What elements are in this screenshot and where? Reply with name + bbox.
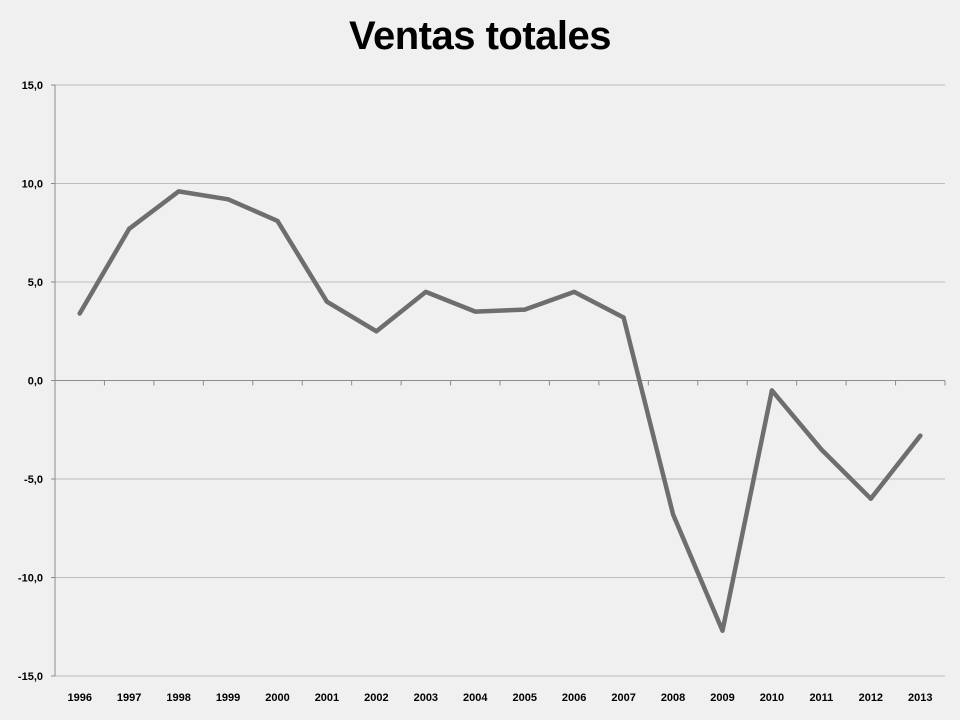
data-point (769, 388, 774, 393)
x-tick-label: 1998 (166, 692, 190, 704)
x-tick-label: 2013 (908, 692, 932, 704)
x-tick-label: 2003 (414, 692, 438, 704)
data-point (275, 218, 280, 223)
y-tick-label: 15,0 (22, 80, 43, 92)
x-tick-label: 2005 (512, 692, 536, 704)
y-tick-label: -15,0 (18, 671, 43, 683)
data-point (621, 315, 626, 320)
data-point (671, 512, 676, 517)
data-point (473, 309, 478, 314)
y-tick-label: -10,0 (18, 573, 43, 585)
y-tick-label: 0,0 (28, 376, 43, 388)
data-point (720, 628, 725, 633)
x-tick-label: 1997 (117, 692, 141, 704)
x-tick-label: 2007 (611, 692, 635, 704)
y-tick-label: 5,0 (28, 277, 43, 289)
data-point (374, 329, 379, 334)
data-point (226, 197, 231, 202)
x-tick-label: 2009 (710, 692, 734, 704)
data-point (572, 289, 577, 294)
x-tick-label: 2012 (859, 692, 883, 704)
data-point (522, 307, 527, 312)
x-tick-label: 2011 (809, 692, 833, 704)
x-tick-label: 1999 (216, 692, 240, 704)
x-tick-label: 2001 (315, 692, 339, 704)
x-tick-label: 1996 (67, 692, 91, 704)
x-tick-label: 2004 (463, 692, 488, 704)
x-tick-label: 2010 (760, 692, 784, 704)
x-tick-label: 2006 (562, 692, 586, 704)
data-point (918, 433, 923, 438)
data-point (176, 189, 181, 194)
x-tick-label: 2008 (661, 692, 685, 704)
y-tick-label: 10,0 (22, 179, 43, 191)
x-tick-label: 2002 (364, 692, 388, 704)
data-point (127, 226, 132, 231)
data-point (868, 496, 873, 501)
series-line (77, 189, 923, 633)
data-point (77, 311, 82, 316)
chart-title: Ventas totales (348, 14, 612, 58)
x-tick-label: 2000 (265, 692, 289, 704)
y-tick-label: -5,0 (24, 474, 43, 486)
data-point (819, 447, 824, 452)
data-point (324, 299, 329, 304)
data-point (423, 289, 428, 294)
